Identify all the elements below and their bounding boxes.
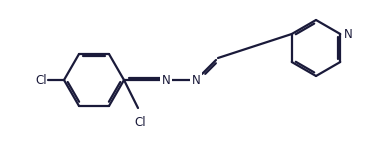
Text: Cl: Cl — [35, 74, 47, 87]
Text: N: N — [192, 74, 200, 87]
Text: Cl: Cl — [134, 116, 146, 129]
Text: N: N — [344, 27, 353, 40]
Text: N: N — [162, 74, 170, 87]
